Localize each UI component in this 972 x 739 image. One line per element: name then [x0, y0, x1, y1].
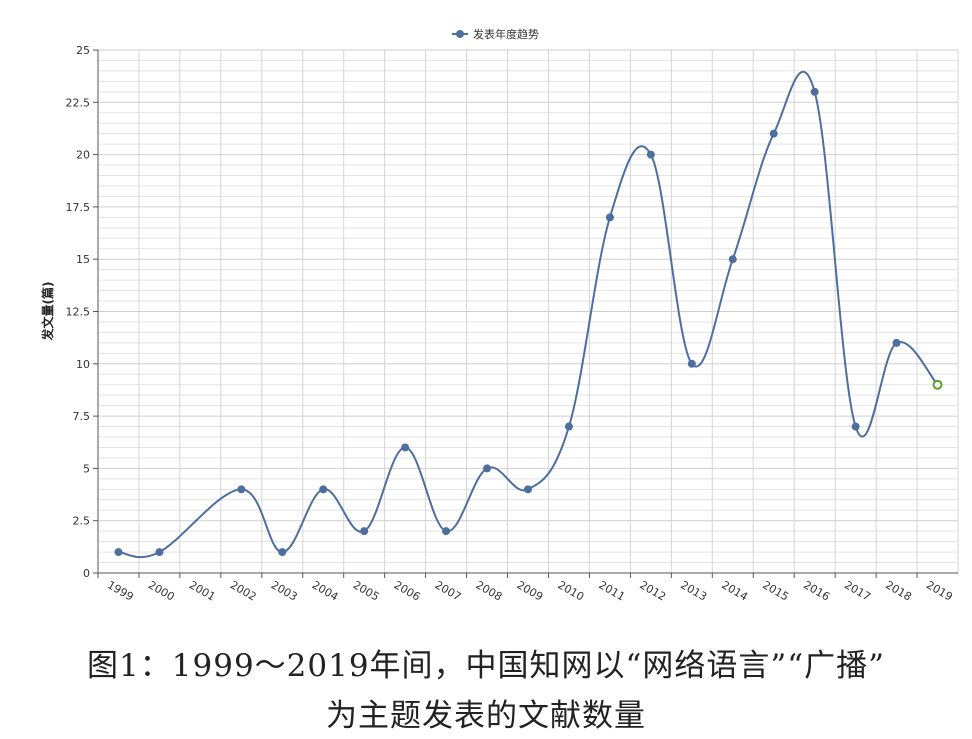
- legend-dot-marker: [456, 30, 464, 38]
- x-tick-label: 2017: [842, 578, 873, 603]
- data-point: [360, 527, 369, 536]
- x-tick-label: 1999: [105, 578, 136, 603]
- y-tick-label: 5: [83, 462, 90, 475]
- x-tick-label: 2019: [924, 578, 955, 603]
- data-point: [769, 129, 778, 138]
- data-point: [892, 338, 901, 347]
- data-point: [564, 422, 573, 431]
- data-point: [155, 548, 164, 557]
- figure-caption-line2: 为主题发表的文献数量: [326, 698, 646, 734]
- x-tick-label: 2001: [187, 578, 218, 603]
- data-point: [114, 548, 123, 557]
- y-tick-label: 7.5: [73, 410, 91, 423]
- data-point: [810, 87, 819, 96]
- x-tick-label: 2005: [351, 578, 382, 603]
- data-point: [524, 485, 532, 494]
- x-tick-label: 2015: [760, 578, 791, 603]
- x-tick-label: 2007: [433, 578, 464, 603]
- data-point: [483, 464, 492, 473]
- y-tick-label: 10: [76, 358, 90, 371]
- y-tick-label: 25: [76, 44, 90, 57]
- figure-caption-line1: 图1：1999～2019年间，中国知网以“网络语言”“广播”: [87, 648, 885, 684]
- x-tick-label: 2012: [637, 578, 668, 603]
- x-tick-label: 2006: [392, 578, 423, 603]
- data-point: [319, 485, 328, 494]
- data-point: [605, 213, 614, 222]
- series-layer: [114, 71, 943, 559]
- x-tick-label: 2008: [474, 578, 505, 603]
- data-point: [687, 359, 696, 368]
- data-point: [646, 150, 655, 159]
- y-tick-label: 22.5: [66, 96, 91, 109]
- x-tick-label: 2013: [678, 578, 709, 603]
- x-tick-label: 2009: [515, 578, 546, 603]
- data-point: [851, 422, 860, 431]
- data-point: [401, 443, 410, 452]
- x-tick-label: 2002: [228, 578, 259, 603]
- y-axis-label: 发文量(篇): [40, 282, 55, 342]
- legend-label: 发表年度趋势: [473, 27, 539, 41]
- data-point: [278, 548, 287, 557]
- x-tick-label: 2018: [883, 578, 914, 603]
- x-tick-label: 2016: [801, 578, 832, 603]
- y-tick-label: 17.5: [66, 201, 91, 214]
- y-tick-label: 15: [76, 253, 90, 266]
- series-line: [118, 71, 939, 559]
- x-tick-label: 2000: [146, 578, 177, 603]
- x-tick-label: 2004: [310, 578, 341, 603]
- line-chart: 0 2.5 5 7.5 10 12.5 15 17.5 20 22.5 25 1999 2000 2001…: [40, 27, 959, 604]
- x-tick-label: 2003: [269, 578, 300, 603]
- y-tick-label: 20: [76, 149, 90, 162]
- y-tick-label: 2.5: [73, 515, 91, 528]
- axes: 0 2.5 5 7.5 10 12.5 15 17.5 20 22.5 25 1999 2000 2001…: [66, 44, 958, 604]
- data-point: [728, 255, 737, 264]
- x-tick-label: 2014: [719, 578, 750, 603]
- y-tick-label: 0: [83, 567, 90, 580]
- data-point-predicted: [932, 379, 943, 390]
- x-tick-label: 2010: [555, 578, 586, 603]
- y-tick-label: 12.5: [66, 306, 91, 319]
- data-point: [442, 527, 451, 536]
- x-tick-label: 2011: [596, 578, 627, 603]
- legend[interactable]: 发表年度趋势: [452, 27, 539, 41]
- data-point: [237, 485, 246, 494]
